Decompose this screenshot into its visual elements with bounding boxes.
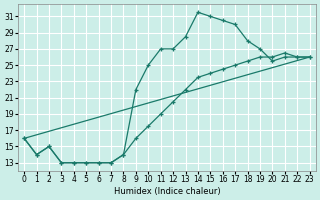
X-axis label: Humidex (Indice chaleur): Humidex (Indice chaleur)	[114, 187, 220, 196]
